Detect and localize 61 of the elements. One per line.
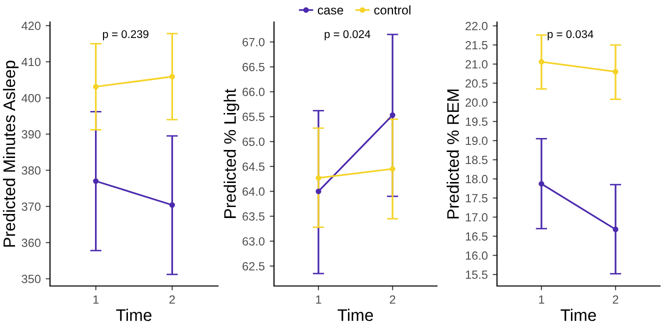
point [316,175,322,181]
y-tick-label: 400 [22,94,41,102]
x-tick-label: 1 [93,295,99,304]
y-tick-label: 370 [22,202,41,211]
y-tick-label: 66.0 [242,88,265,96]
y-tick-label: 21.0 [466,60,488,68]
point [612,68,618,75]
y-tick-label: 16.5 [466,232,488,241]
y-tick-label: 62.5 [242,262,264,270]
y-tick-label: 63.0 [242,237,265,246]
y-tick-label: 63.5 [242,212,264,221]
y-axis-title: Predicted % Light [224,88,240,218]
x-tick-label: 1 [316,295,322,304]
y-tick-label: 15.5 [466,270,488,279]
legend-label: case [318,8,344,15]
y-tick-label: 380 [22,166,41,175]
annotation: p = 0.024 [324,30,370,40]
y-tick-label: 17.0 [466,213,488,222]
y-tick-label: 18.5 [466,156,488,164]
y-tick-label: 19.0 [466,136,488,146]
y-tick-label: 17.5 [466,194,488,202]
y-tick-label: 21.5 [466,40,488,50]
y-tick-label: 410 [22,58,41,66]
annotation: p = 0.239 [102,30,148,40]
x-tick-label: 2 [390,295,396,304]
y-tick-label: 67.0 [242,38,265,46]
y-axis-title: Predicted Minutes Asleep [2,60,18,247]
y-tick-label: 18.0 [466,174,488,184]
y-tick-label: 360 [22,238,41,247]
y-tick-label: 64.0 [242,187,265,196]
y-tick-label: 19.5 [466,118,488,126]
y-tick-label: 390 [22,130,41,139]
point [316,188,322,194]
point [93,178,99,184]
y-tick-label: 66.5 [242,62,264,72]
y-tick-label: 420 [22,22,41,30]
point [538,59,544,65]
point [538,181,544,187]
point [390,112,396,118]
point [93,84,99,90]
y-tick-label: 64.5 [242,162,264,171]
y-tick-label: 65.5 [242,112,264,122]
x-axis-title: Time [116,308,152,322]
x-tick-label: 2 [612,295,618,304]
point [612,226,618,232]
x-axis-title: Time [338,308,373,322]
y-axis-title: Predicted % REM [446,90,459,218]
y-tick-label: 350 [22,274,41,284]
y-tick-label: 65.0 [242,138,265,146]
y-tick-label: 22.0 [466,22,488,30]
legend-label: control [374,5,410,15]
x-tick-label: 2 [169,295,175,304]
y-tick-label: 16.0 [466,251,488,260]
x-tick-label: 1 [539,295,544,304]
y-tick-label: 20.5 [466,79,488,88]
y-tick-label: 20.0 [466,98,488,107]
point [169,74,175,80]
x-axis-title: Time [560,308,596,322]
point [169,202,175,208]
point [390,166,396,172]
annotation: p = 0.034 [548,30,594,40]
